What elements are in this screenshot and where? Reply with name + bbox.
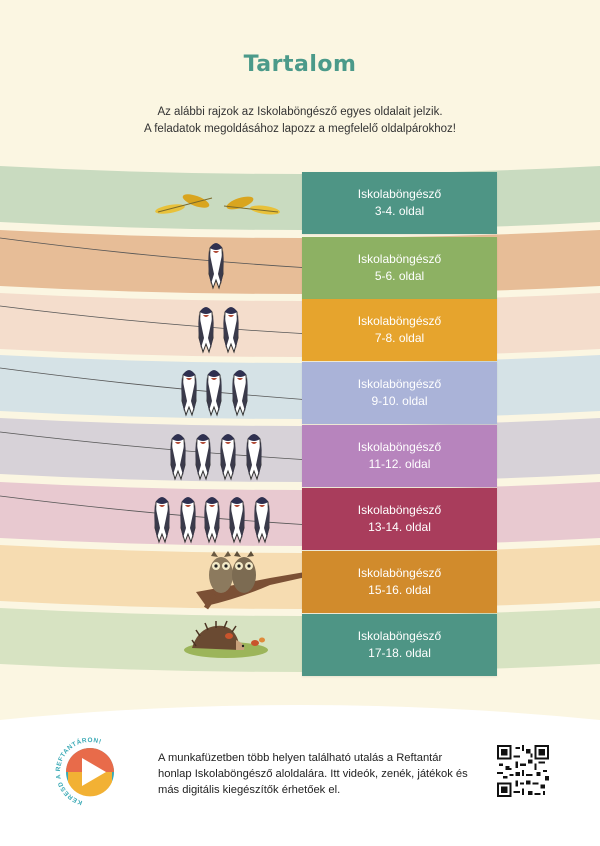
swallow-icon — [205, 369, 223, 416]
swallow-icon — [203, 496, 221, 543]
swallow-icon — [231, 369, 249, 416]
toc-entry-4: Iskolaböngésző 9-10. oldal — [302, 362, 497, 424]
toc-entry-7: Iskolaböngésző 15-16. oldal — [302, 551, 497, 613]
swallow-icon — [197, 306, 215, 353]
band-1 — [0, 166, 600, 230]
entry-label: Iskolaböngésző — [357, 187, 442, 201]
toc-entry-8: Iskolaböngésző 17-18. oldal — [302, 614, 497, 676]
entry-pages: 13-14. oldal — [368, 520, 431, 534]
entry-pages: 5-6. oldal — [374, 269, 425, 283]
swallow-icon — [194, 433, 212, 480]
entry-pages: 3-4. oldal — [374, 204, 425, 218]
footer-wave — [0, 705, 600, 846]
toc-entry-2: Iskolaböngésző 5-6. oldal — [302, 237, 497, 299]
toc-entry-3: Iskolaböngésző 7-8. oldal — [302, 299, 497, 361]
owl-icon — [196, 551, 306, 610]
entry-label: Iskolaböngésző — [357, 377, 442, 391]
band-3 — [0, 293, 600, 357]
entry-label: Iskolaböngésző — [357, 252, 442, 266]
entry-label: Iskolaböngésző — [357, 566, 442, 580]
entry-pages: 9-10. oldal — [371, 394, 428, 408]
play-icon — [82, 758, 106, 786]
band-4 — [0, 355, 600, 419]
entry-label: Iskolaböngésző — [357, 314, 442, 328]
band-8 — [0, 608, 600, 672]
swallow-row-2 — [207, 242, 225, 289]
hedgehog-icon — [184, 620, 268, 658]
swallow-icon — [169, 433, 187, 480]
toc-entry-1: Iskolaböngésző 3-4. oldal — [302, 172, 497, 234]
toc-entry-5: Iskolaböngésző 11-12. oldal — [302, 425, 497, 487]
entry-pages: 7-8. oldal — [374, 331, 425, 345]
page-title: Tartalom — [243, 52, 357, 77]
entry-pages: 15-16. oldal — [368, 583, 431, 597]
wire-4 — [0, 367, 311, 401]
entry-label: Iskolaböngésző — [357, 629, 442, 643]
swallow-icon — [207, 242, 225, 289]
swallow-icon — [245, 433, 263, 480]
toc-entry-6: Iskolaböngésző 13-14. oldal — [302, 488, 497, 550]
swallow-icon — [153, 496, 171, 543]
qr-code-icon[interactable] — [497, 745, 549, 797]
entry-pages: 17-18. oldal — [368, 646, 431, 660]
intro-line-1: Az alábbi rajzok az Iskolaböngésző egyes… — [157, 106, 443, 118]
wire-2 — [0, 237, 311, 269]
intro-line-2: A feladatok megoldásához lapozz a megfel… — [144, 123, 456, 135]
band-5 — [0, 418, 600, 482]
leaves-icon — [155, 194, 280, 215]
swallow-row-4 — [180, 369, 249, 416]
swallow-icon — [219, 433, 237, 480]
footer-text: A munkafüzetben több helyen található ut… — [158, 752, 468, 796]
swallow-icon — [179, 496, 197, 543]
swallow-icon — [253, 496, 271, 543]
wire-3 — [0, 305, 311, 335]
entry-label: Iskolaböngésző — [357, 440, 442, 454]
entry-label: Iskolaböngésző — [357, 503, 442, 517]
entry-pages: 11-12. oldal — [368, 457, 431, 471]
swallow-icon — [222, 306, 240, 353]
wire-5 — [0, 431, 311, 461]
reftantar-badge[interactable]: KERESD A REFTANTÁRON! — [54, 736, 126, 808]
band-6 — [0, 482, 600, 546]
band-backgrounds — [0, 166, 600, 672]
intro-text: Az alábbi rajzok az Iskolaböngésző egyes… — [0, 104, 600, 138]
swallow-icon — [180, 369, 198, 416]
band-2 — [0, 230, 600, 294]
swallow-icon — [228, 496, 246, 543]
